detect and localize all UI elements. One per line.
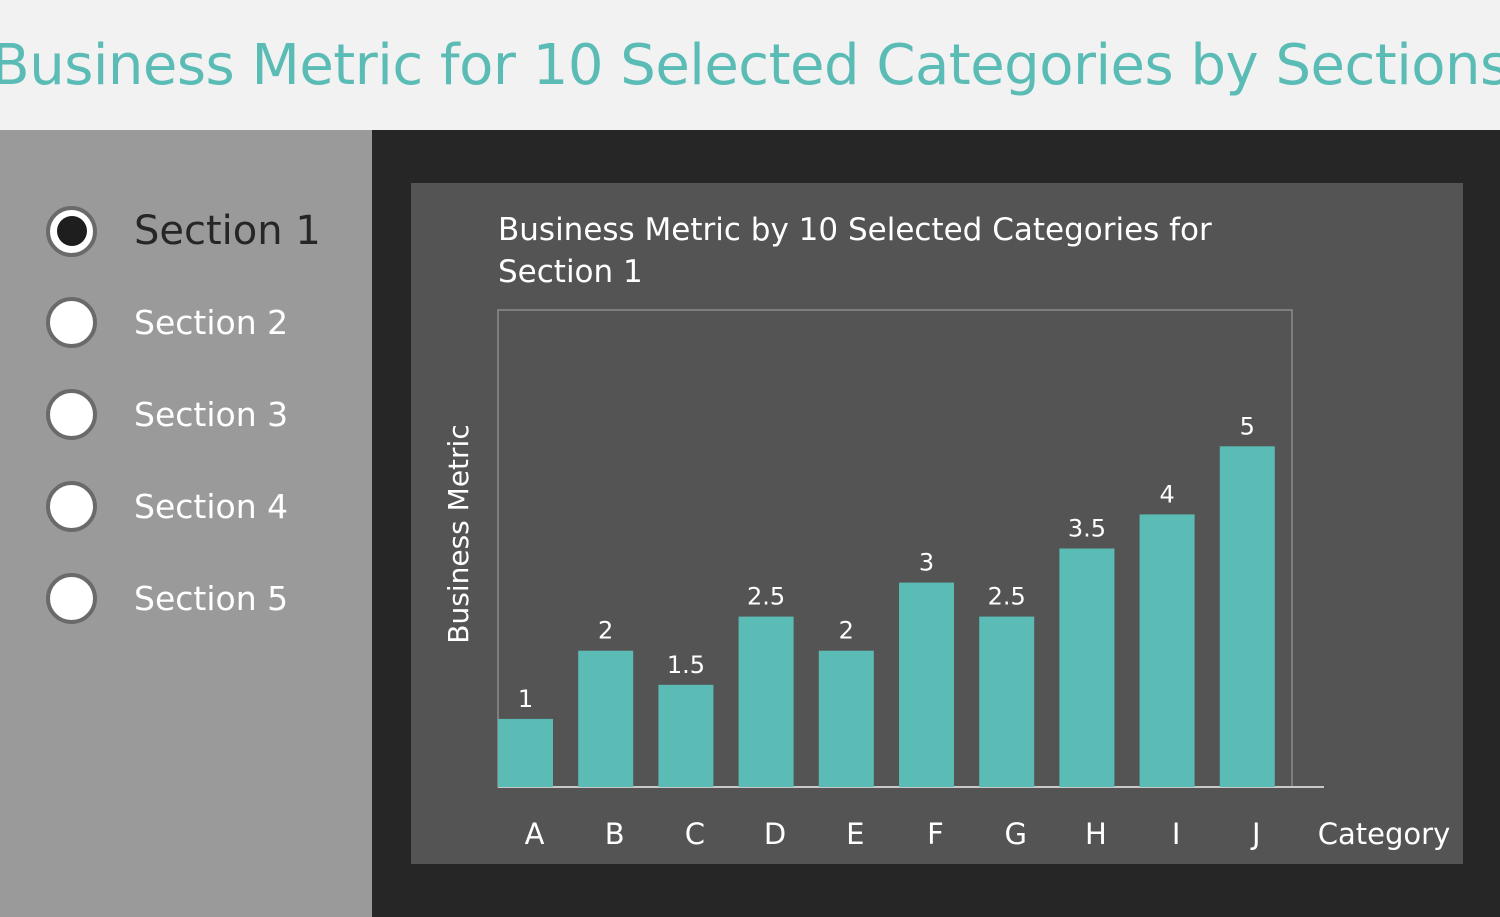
x-tick-label-j: J: [1250, 817, 1261, 851]
page-title: Business Metric for 10 Selected Categori…: [0, 32, 1500, 98]
chart-panel: Business Metric by 10 Selected Categorie…: [411, 183, 1463, 864]
data-label-d: 2.5: [747, 583, 785, 611]
radio-button[interactable]: [46, 480, 97, 532]
bar-e: [818, 650, 874, 787]
data-label-a: 1: [518, 685, 533, 713]
section-3-radio-option[interactable]: Section 3: [46, 386, 288, 442]
section-2-radio-option[interactable]: Section 2: [46, 294, 288, 350]
section-1-radio-option[interactable]: Section 1: [46, 203, 321, 259]
chart-title-line-2: Section 1: [498, 254, 643, 290]
bar-f: [899, 582, 954, 787]
section-4-radio-option[interactable]: Section 4: [46, 478, 288, 534]
data-label-g: 2.5: [988, 583, 1026, 611]
section-2-label: Section 2: [134, 302, 289, 342]
bar-chart: Business Metric by 10 Selected Categorie…: [442, 212, 1450, 851]
data-label-e: 2: [839, 617, 854, 645]
data-label-f: 3: [919, 549, 934, 577]
radio-button[interactable]: [46, 572, 97, 624]
bar-a: [498, 718, 553, 787]
x-tick-label-f: F: [927, 817, 944, 851]
bar-j: [1219, 446, 1275, 787]
data-label-h: 3.5: [1068, 515, 1106, 543]
section-selector: Section 1 Section 2 Section 3 Section 4 …: [0, 130, 372, 917]
x-tick-label-d: D: [764, 817, 786, 851]
section-3-label: Section 3: [134, 394, 289, 434]
header: Business Metric for 10 Selected Categori…: [0, 0, 1500, 130]
data-label-b: 2: [598, 617, 613, 645]
bar-d: [738, 616, 794, 787]
radio-button[interactable]: [46, 388, 97, 440]
bar-i: [1139, 514, 1195, 787]
radio-button[interactable]: [46, 296, 97, 348]
data-label-j: 5: [1240, 412, 1255, 440]
x-tick-label-g: G: [1004, 817, 1026, 851]
x-tick-label-a: A: [525, 817, 545, 851]
bars-group: 1 A 2 B 1.5 C 2.5 D 2 E 3 F 2.5 G 3.5 H 4 I 5 J: [498, 412, 1275, 851]
x-tick-label-c: C: [685, 817, 705, 851]
section-4-label: Section 4: [134, 486, 289, 526]
x-axis-label: Category: [1318, 817, 1450, 851]
x-tick-label-i: I: [1172, 817, 1181, 851]
section-5-radio-option[interactable]: Section 5: [46, 570, 288, 626]
x-tick-label-e: E: [846, 817, 864, 851]
radio-button-selected[interactable]: [46, 205, 97, 257]
x-tick-label-h: H: [1085, 817, 1107, 851]
bar-b: [578, 650, 634, 787]
bar-g: [979, 616, 1035, 787]
section-1-label: Section 1: [134, 208, 321, 254]
bar-c: [658, 684, 714, 787]
radio-dot-icon: [56, 216, 87, 246]
chart-title-line-1: Business Metric by 10 Selected Categorie…: [498, 212, 1212, 248]
section-5-label: Section 5: [134, 578, 289, 618]
y-axis-label: Business Metric: [442, 424, 475, 643]
data-label-c: 1.5: [667, 651, 705, 679]
bar-h: [1059, 548, 1115, 787]
x-tick-label-b: B: [605, 817, 625, 851]
data-label-i: 4: [1159, 480, 1174, 508]
